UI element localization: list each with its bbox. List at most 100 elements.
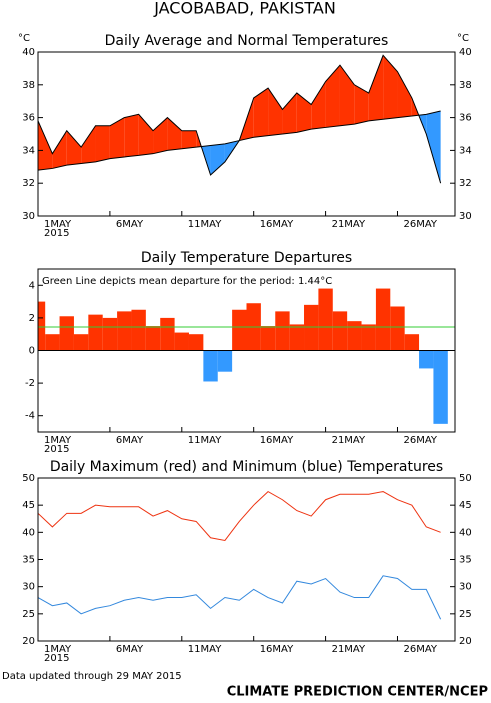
y-unit-left: °C [18, 33, 30, 44]
y-tick-label-right: 35 [459, 555, 472, 566]
y-tick-label-right: 36 [459, 113, 472, 124]
departure-bar [160, 317, 175, 351]
anomaly-fill [52, 130, 67, 169]
x-year-label: 2015 [44, 653, 69, 664]
y-tick-label: 4 [29, 280, 35, 291]
y-tick-label: 34 [22, 145, 35, 156]
y-tick-label: 36 [22, 113, 35, 124]
departure-bar [275, 311, 290, 351]
anomaly-fill [66, 130, 82, 166]
x-tick-label: 16MAY [260, 219, 294, 230]
x-year-label: 2015 [44, 444, 69, 455]
anomaly-fill [383, 55, 398, 120]
departure-bar [347, 321, 362, 351]
y-tick-label-right: 32 [459, 178, 472, 189]
y-tick-label: 20 [22, 636, 35, 647]
x-tick-label: 6MAY [116, 644, 144, 655]
anomaly-fill [81, 125, 96, 164]
anomaly-fill [153, 117, 168, 154]
y-tick-label-right: 30 [459, 582, 472, 593]
temp-line [38, 575, 442, 620]
page-title: JACOBABAD, PAKISTAN [153, 0, 336, 18]
y-tick-label-right: 45 [459, 500, 472, 511]
y-tick-label: -2 [25, 378, 35, 389]
anomaly-fill [109, 117, 125, 159]
x-tick-label: 16MAY [260, 435, 294, 446]
annotation: Green Line depicts mean departure for th… [42, 276, 332, 287]
panel-title: Daily Temperature Departures [141, 250, 352, 266]
departure-bar [419, 350, 434, 369]
x-tick-label: 6MAY [116, 435, 144, 446]
anomaly-fill [268, 88, 283, 136]
departure-bar [131, 309, 146, 351]
anomaly-fill [210, 143, 225, 175]
departure-bar [260, 326, 276, 351]
x-tick-label: 26MAY [403, 435, 437, 446]
anomaly-fill [124, 114, 139, 157]
y-tick-label: 38 [22, 80, 35, 91]
departure-bar [59, 316, 74, 351]
anomaly-fill [311, 81, 326, 130]
anomaly-fill [95, 125, 110, 162]
y-tick-label: 2 [29, 313, 35, 324]
temp-line [38, 490, 441, 542]
x-tick-label: 11MAY [188, 435, 222, 446]
departure-bar [188, 334, 204, 351]
plot [38, 490, 442, 620]
y-tick-label: 0 [29, 346, 35, 357]
anomaly-fill [138, 114, 154, 156]
departure-bar [73, 334, 89, 351]
anomaly-fill [325, 65, 340, 128]
panel-title: Daily Maximum (red) and Minimum (blue) T… [50, 459, 443, 475]
departure-bar [433, 350, 448, 424]
y-tick-label: 25 [22, 609, 35, 620]
plot [38, 288, 455, 424]
x-tick-label: 1MAY [44, 219, 72, 230]
y-tick-label: 32 [22, 178, 35, 189]
normal-line [38, 110, 441, 171]
y-tick-label: 30 [22, 211, 35, 222]
x-tick-label: 11MAY [188, 219, 222, 230]
anomaly-fill [296, 93, 312, 133]
anomaly-fill [397, 71, 412, 118]
y-tick-label: 45 [22, 500, 35, 511]
departure-bar [38, 301, 46, 351]
x-tick-label: 26MAY [403, 644, 437, 655]
y-tick-label-right: 50 [459, 473, 472, 484]
y-unit-right: °C [457, 33, 469, 44]
y-tick-label-right: 40 [459, 47, 472, 58]
departure-bar [404, 334, 420, 351]
x-tick-label: 16MAY [260, 644, 294, 655]
x-tick-label: 1MAY [44, 435, 72, 446]
y-tick-label-right: 30 [459, 211, 472, 222]
plot-frame [37, 477, 456, 642]
x-tick-label: 21MAY [332, 219, 366, 230]
footer-note: Data updated through 29 MAY 2015 [2, 671, 182, 682]
departure-bar [375, 288, 391, 351]
y-tick-label-right: 40 [459, 527, 472, 538]
departure-bar [45, 334, 60, 351]
departure-bar [203, 350, 218, 382]
anomaly-fill [253, 88, 269, 138]
x-tick-label: 1MAY [44, 644, 72, 655]
departure-bar [88, 314, 103, 351]
y-tick-label: 40 [22, 527, 35, 538]
x-tick-label: 21MAY [332, 435, 366, 446]
y-tick-label: 40 [22, 47, 35, 58]
departure-bar [361, 324, 376, 351]
x-tick-label: 21MAY [332, 644, 366, 655]
plot [38, 54, 442, 184]
y-tick-label: 35 [22, 555, 35, 566]
y-tick-label: -4 [25, 411, 35, 422]
departure-bar [117, 311, 132, 351]
panel-title: Daily Average and Normal Temperatures [105, 33, 389, 49]
x-tick-label: 26MAY [403, 219, 437, 230]
anomaly-fill [368, 55, 384, 121]
anomaly-fill [181, 130, 197, 149]
anomaly-fill [38, 120, 53, 171]
x-year-label: 2015 [44, 228, 69, 239]
departure-bar [145, 326, 161, 351]
y-tick-label-right: 20 [459, 636, 472, 647]
departure-bar [289, 324, 305, 351]
y-tick-label-right: 38 [459, 80, 472, 91]
